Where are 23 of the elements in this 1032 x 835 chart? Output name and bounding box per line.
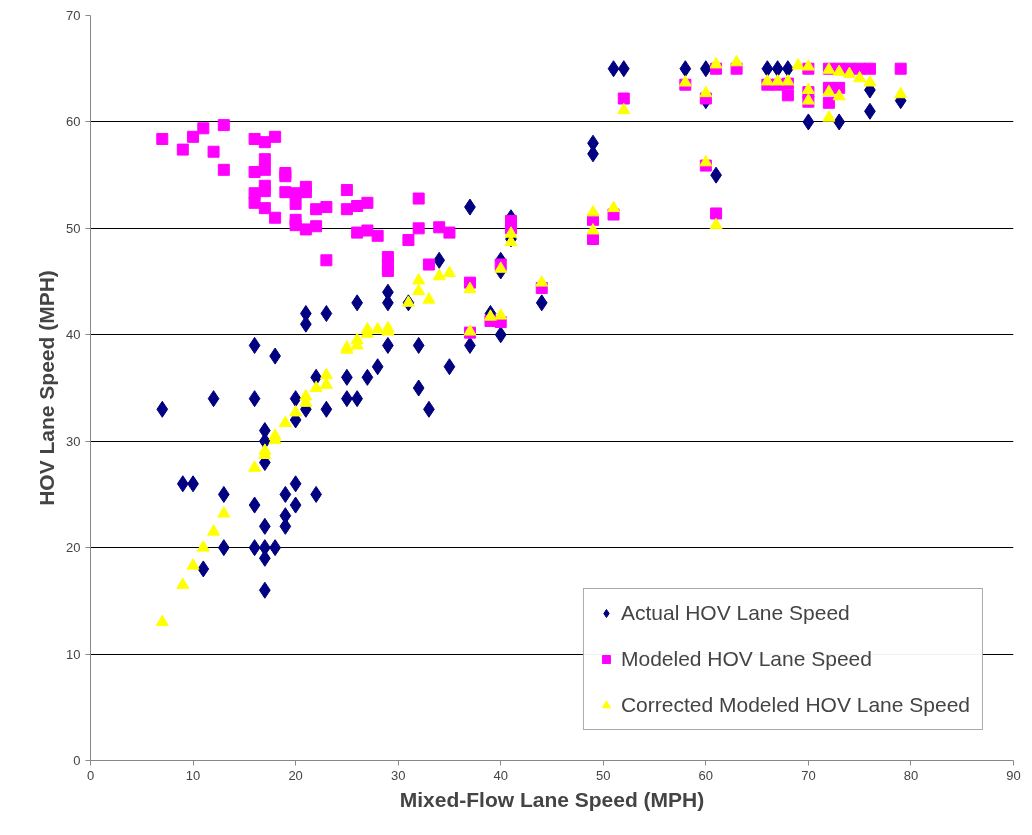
x-tick-label: 20 (288, 767, 303, 783)
y-tick-label: 0 (73, 753, 81, 768)
y-tick-label: 20 (66, 540, 81, 556)
legend-label: Modeled HOV Lane Speed (620, 647, 872, 671)
x-tick-label: 90 (1006, 767, 1021, 783)
x-tick-label: 10 (185, 767, 201, 783)
x-tick-label: 60 (698, 767, 714, 783)
y-tick-label: 30 (66, 433, 81, 449)
y-tick-label: 60 (66, 114, 81, 130)
legend-label: Actual HOV Lane Speed (620, 601, 850, 625)
y-tick-label: 50 (66, 220, 81, 236)
x-tick-label: 30 (390, 767, 406, 783)
x-tick-label: 40 (493, 767, 508, 783)
y-tick-label: 40 (66, 327, 81, 343)
x-tick-label: 70 (801, 767, 816, 783)
legend-label: Corrected Modeled HOV Lane Speed (620, 693, 970, 717)
x-tick-label: 0 (86, 767, 95, 783)
x-tick-label: 80 (903, 767, 919, 783)
x-axis-title: Mixed-Flow Lane Speed (MPH) (399, 787, 705, 811)
y-tick-label: 70 (66, 8, 81, 23)
x-tick-label: 50 (596, 767, 611, 783)
y-axis-title: HOV Lane Speed (MPH) (35, 270, 59, 506)
y-tick-label: 10 (66, 646, 81, 662)
